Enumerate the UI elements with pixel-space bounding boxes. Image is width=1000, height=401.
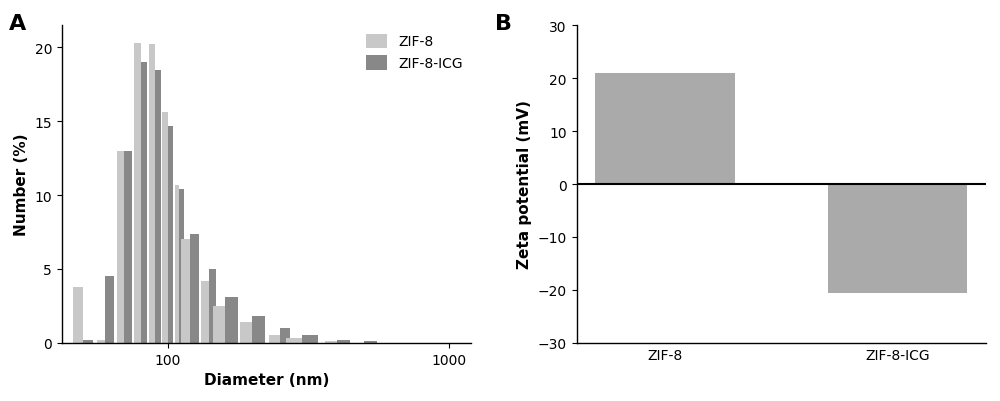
Bar	[83, 340, 93, 343]
Bar	[149, 45, 155, 343]
Bar	[134, 44, 141, 343]
Bar	[190, 234, 199, 343]
Bar	[97, 340, 105, 343]
Y-axis label: Number (%): Number (%)	[14, 134, 29, 236]
Bar	[213, 306, 225, 343]
Bar	[179, 190, 184, 343]
Bar	[141, 63, 147, 343]
Bar	[105, 277, 114, 343]
Bar	[286, 338, 302, 343]
Bar	[201, 281, 209, 343]
Bar	[828, 184, 967, 293]
Bar	[252, 316, 265, 343]
X-axis label: Diameter (nm): Diameter (nm)	[204, 372, 329, 387]
Bar	[155, 71, 161, 343]
Bar	[225, 297, 238, 343]
Bar	[181, 240, 190, 343]
Text: B: B	[495, 14, 512, 34]
Bar	[595, 74, 735, 184]
Bar	[209, 269, 216, 343]
Bar	[117, 152, 124, 343]
Legend: ZIF-8, ZIF-8-ICG: ZIF-8, ZIF-8-ICG	[361, 29, 469, 77]
Bar	[124, 152, 132, 343]
Bar	[240, 322, 252, 343]
Y-axis label: Zeta potential (mV): Zeta potential (mV)	[517, 100, 532, 269]
Bar	[302, 336, 318, 343]
Bar	[73, 287, 83, 343]
Bar	[269, 336, 280, 343]
Bar	[325, 342, 337, 343]
Text: A: A	[9, 14, 26, 34]
Bar	[280, 328, 290, 343]
Bar	[337, 340, 350, 343]
Bar	[175, 185, 179, 343]
Bar	[162, 113, 168, 343]
Bar	[168, 126, 173, 343]
Bar	[364, 342, 377, 343]
